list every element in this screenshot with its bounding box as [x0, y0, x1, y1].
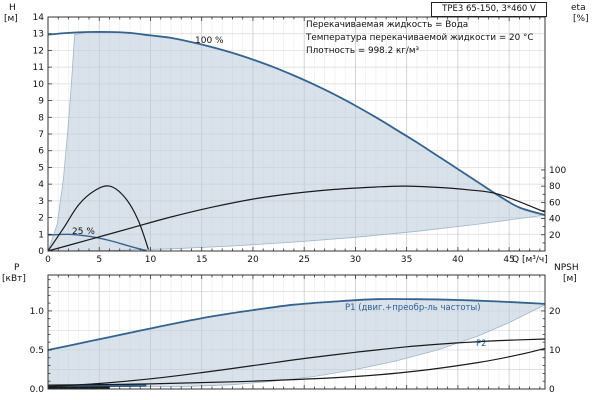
q-axis-label: Q [м³/ч] — [512, 255, 548, 265]
svg-text:60: 60 — [549, 198, 561, 208]
svg-text:10: 10 — [549, 346, 561, 356]
curve-eta-100pct — [47, 185, 546, 252]
svg-text:0: 0 — [38, 247, 44, 257]
h-axis-label: H — [9, 3, 16, 13]
pump-type-title-box: TPE3 65-150, 3*460 V — [431, 2, 547, 17]
svg-text:0: 0 — [45, 255, 51, 265]
svg-text:13: 13 — [33, 30, 44, 40]
svg-text:12: 12 — [33, 46, 44, 56]
svg-text:10: 10 — [145, 255, 157, 265]
svg-text:11: 11 — [33, 63, 44, 73]
svg-text:35: 35 — [401, 255, 412, 265]
info-density: Плотность = 998.2 кг/м³ — [306, 46, 420, 56]
h-axis-unit: [м] — [4, 14, 18, 24]
svg-text:80: 80 — [549, 182, 561, 192]
p-axis-label: P — [14, 263, 20, 273]
curve-label-speed-100: 100 % — [195, 36, 224, 46]
svg-text:20: 20 — [549, 307, 561, 317]
svg-text:15: 15 — [196, 255, 207, 265]
top-chart-envelope — [47, 31, 546, 252]
svg-text:5: 5 — [96, 255, 102, 265]
curve-p1-100pct — [47, 298, 546, 351]
svg-text:7: 7 — [38, 130, 44, 140]
svg-text:0: 0 — [549, 385, 555, 395]
info-liquid: Перекачиваемая жидкость = Вода — [306, 20, 469, 30]
svg-text:2: 2 — [38, 214, 44, 224]
svg-text:8: 8 — [38, 113, 44, 123]
eta-axis-label: eta — [571, 3, 586, 13]
curve-label-speed-min: 25 % — [72, 227, 95, 237]
curve-head-100pct — [47, 31, 546, 216]
curve-label-p2: P2 — [476, 339, 487, 349]
top-chart-curves — [47, 31, 546, 252]
svg-text:40: 40 — [549, 215, 561, 225]
info-temperature: Температура перекачиваемой жидкости = 20… — [306, 33, 534, 43]
curve-npsh — [47, 347, 546, 386]
svg-text:0.5: 0.5 — [30, 346, 44, 356]
svg-text:1: 1 — [38, 230, 44, 240]
svg-text:100: 100 — [549, 166, 566, 176]
p-axis-unit: [кВт] — [2, 274, 26, 284]
svg-text:9: 9 — [38, 97, 44, 107]
svg-text:25: 25 — [298, 255, 309, 265]
svg-text:40: 40 — [452, 255, 464, 265]
svg-text:20: 20 — [549, 231, 561, 241]
curve-head-min-speed — [47, 233, 147, 252]
npsh-axis-unit: [м] — [563, 274, 577, 284]
svg-text:14: 14 — [33, 13, 45, 23]
svg-text:0.0: 0.0 — [30, 385, 45, 395]
curve-label-p1: Р1 (двиг.+преобр-ль частоты) — [345, 303, 481, 313]
svg-text:3: 3 — [38, 197, 44, 207]
svg-text:30: 30 — [350, 255, 362, 265]
chart-frames — [47, 16, 546, 390]
curve-p2 — [47, 338, 546, 388]
svg-text:10: 10 — [33, 80, 45, 90]
svg-text:1.0: 1.0 — [30, 307, 45, 317]
svg-text:6: 6 — [38, 147, 44, 157]
svg-text:45: 45 — [503, 255, 514, 265]
npsh-axis-label: NPSH — [554, 263, 579, 273]
svg-text:4: 4 — [38, 180, 44, 190]
svg-text:20: 20 — [247, 255, 259, 265]
eta-axis-unit: [%] — [573, 14, 589, 24]
svg-text:5: 5 — [38, 163, 44, 173]
curve-eta-min-speed — [47, 185, 149, 252]
